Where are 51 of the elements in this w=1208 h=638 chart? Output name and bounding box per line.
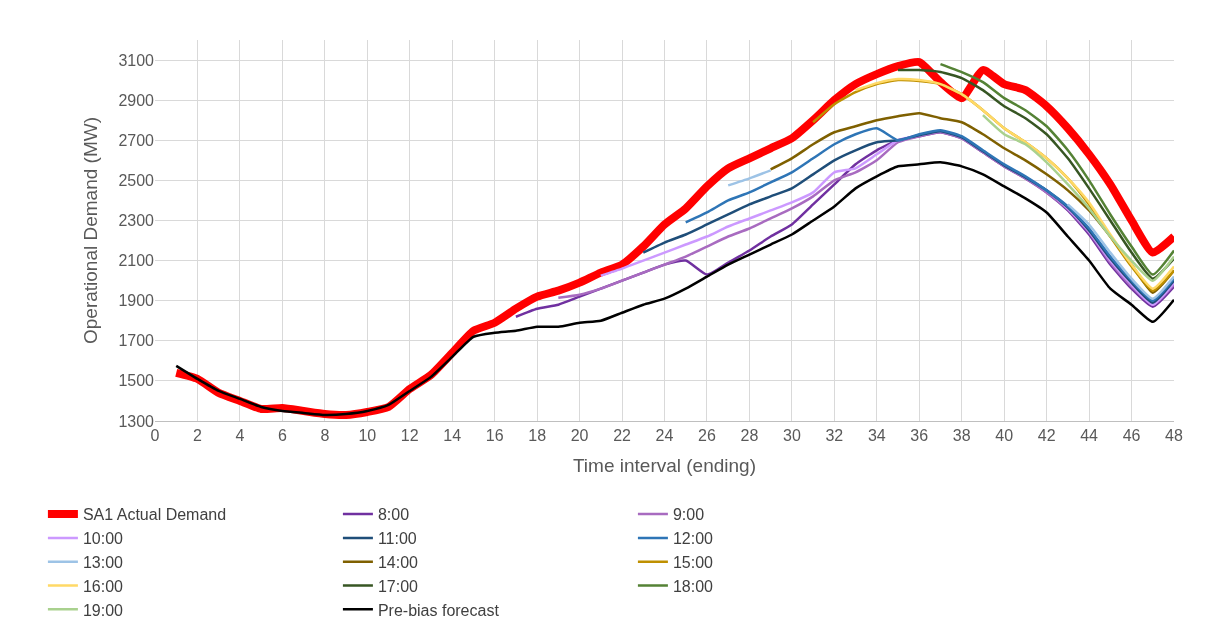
x-tick-label: 38	[952, 427, 971, 445]
x-tick-label: 4	[235, 427, 245, 445]
x-tick-label: 26	[698, 427, 716, 445]
x-tick-label: 36	[910, 427, 929, 445]
x-tick-label: 48	[1165, 427, 1183, 445]
legend-label: 12:00	[672, 530, 714, 548]
x-tick-label: 2	[193, 427, 203, 445]
y-tick-label: 2100	[118, 252, 155, 270]
y-tick-label: 2900	[118, 91, 155, 109]
x-tick-label: 46	[1122, 427, 1141, 445]
x-tick-label: 32	[825, 427, 844, 445]
legend-label: 14:00	[377, 553, 419, 571]
x-tick-label: 28	[740, 427, 759, 445]
legend-label: 16:00	[82, 577, 124, 595]
legend-label: 10:00	[82, 530, 124, 548]
x-tick-label: 0	[150, 427, 160, 445]
x-tick-label: 22	[613, 427, 632, 445]
legend-label: 11:00	[377, 530, 417, 548]
x-tick-label: 40	[995, 427, 1014, 445]
x-tick-label: 44	[1080, 427, 1099, 445]
legend-label: SA1 Actual Demand	[82, 506, 227, 524]
y-axis-title: Operational Demand (MW)	[80, 116, 102, 345]
x-tick-label: 16	[485, 427, 504, 445]
y-tick-label: 1500	[118, 372, 155, 390]
x-tick-label: 18	[528, 427, 547, 445]
legend-label: 19:00	[82, 601, 124, 619]
y-tick-label: 1900	[118, 292, 155, 310]
x-tick-label: 20	[570, 427, 589, 445]
x-tick-label: 8	[320, 427, 330, 445]
x-axis-title: Time interval (ending)	[572, 455, 757, 476]
x-tick-label: 6	[277, 427, 287, 445]
legend-label: 18:00	[672, 577, 714, 595]
legend-label: 17:00	[377, 577, 419, 595]
y-tick-label: 2300	[118, 212, 155, 230]
x-tick-label: 34	[867, 427, 886, 445]
x-tick-label: 12	[400, 427, 419, 445]
y-tick-label: 2500	[118, 171, 155, 189]
y-tick-label: 1700	[118, 332, 155, 350]
legend-label: 8:00	[377, 506, 410, 524]
x-tick-label: 30	[782, 427, 801, 445]
x-tick-label: 24	[655, 427, 674, 445]
legend-label: 13:00	[82, 553, 124, 571]
x-tick-label: 14	[443, 427, 462, 445]
legend-label: 9:00	[672, 506, 705, 524]
y-tick-label: 1300	[118, 412, 155, 430]
legend-label: Pre-bias forecast	[377, 601, 500, 619]
y-tick-label: 2700	[118, 131, 155, 149]
x-tick-label: 42	[1037, 427, 1056, 445]
legend-label: 15:00	[672, 553, 714, 571]
y-tick-label: 3100	[118, 51, 155, 69]
x-tick-label: 10	[358, 427, 377, 445]
